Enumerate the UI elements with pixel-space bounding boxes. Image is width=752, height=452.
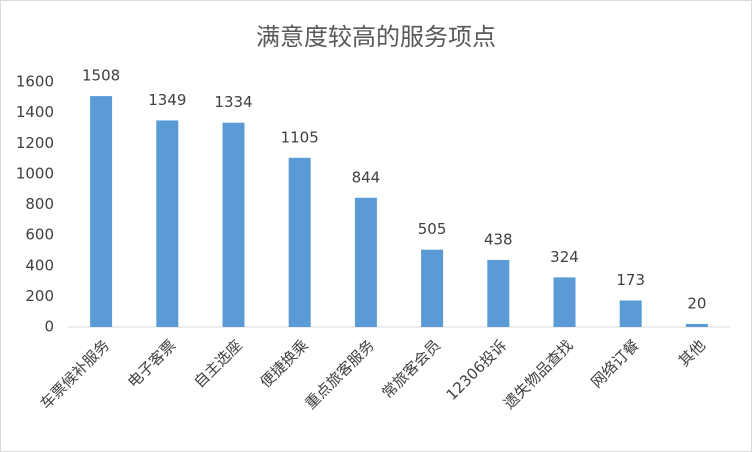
data-label: 505 (418, 220, 447, 238)
data-label: 173 (616, 271, 645, 289)
y-tick-label: 1200 (16, 134, 54, 152)
chart-title: 满意度较高的服务项点 (256, 23, 496, 51)
y-tick-label: 0 (44, 318, 54, 336)
y-tick-label: 1000 (16, 164, 54, 182)
data-label: 1334 (214, 93, 252, 111)
y-tick-label: 600 (25, 226, 54, 244)
bar (619, 300, 642, 327)
bar (90, 96, 113, 328)
bar (222, 122, 245, 327)
data-label: 1105 (281, 128, 319, 146)
data-label: 20 (687, 294, 706, 312)
bar (553, 277, 576, 327)
data-label: 324 (550, 248, 579, 266)
y-tick-label: 200 (25, 287, 54, 305)
y-tick-label: 800 (25, 195, 54, 213)
data-label: 844 (352, 168, 381, 186)
bar (421, 249, 444, 327)
data-label: 438 (484, 230, 513, 248)
data-label: 1508 (82, 67, 120, 85)
bar (354, 197, 377, 327)
data-label: 1349 (148, 91, 186, 109)
bar (156, 120, 179, 327)
y-tick-label: 1400 (16, 103, 54, 121)
bar (288, 157, 311, 327)
y-tick-label: 1600 (16, 73, 54, 91)
bar (685, 323, 708, 327)
bar (487, 259, 510, 327)
y-tick-label: 400 (25, 256, 54, 274)
